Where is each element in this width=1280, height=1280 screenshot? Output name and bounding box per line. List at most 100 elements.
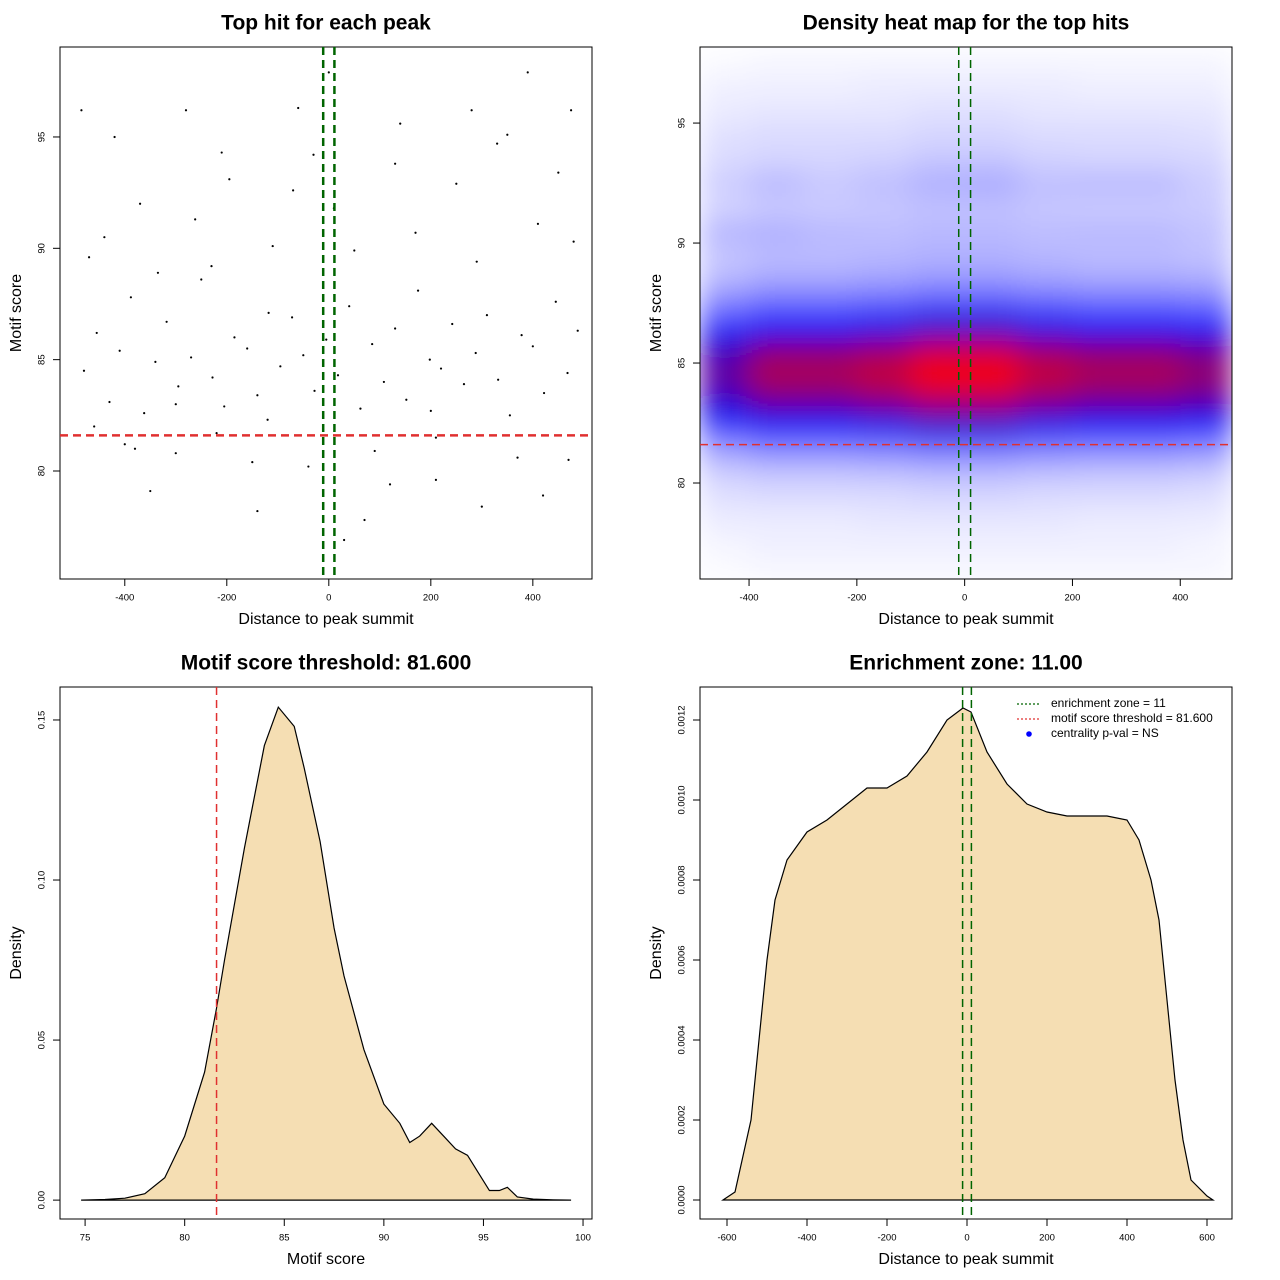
heat-cell: [964, 75, 1020, 100]
point: [388, 483, 392, 486]
point: [348, 305, 351, 308]
point: [220, 151, 223, 154]
heat-cell: [856, 411, 912, 436]
point: [103, 236, 106, 239]
point: [416, 289, 420, 292]
heat-cell: [700, 99, 750, 124]
point: [82, 369, 86, 372]
heat-cell: [1018, 195, 1073, 220]
legend-label: motif score threshold = 81.600: [1051, 711, 1213, 725]
heat-cell: [749, 555, 804, 579]
heat-cell: [749, 339, 804, 364]
point: [429, 409, 432, 412]
heat-cell: [1018, 123, 1073, 148]
heat-cell: [856, 363, 912, 388]
heat-cell: [802, 75, 858, 100]
heat-cell: [910, 363, 966, 388]
heat-cell: [856, 195, 912, 220]
heat-cell: [802, 339, 858, 364]
y-tick-label: 0.15: [37, 711, 48, 730]
heat-cell: [910, 387, 966, 412]
heat-cell: [856, 219, 912, 244]
point: [531, 345, 534, 348]
heat-cell: [802, 147, 858, 172]
heat-cell: [1072, 411, 1127, 436]
heat-cell: [1072, 99, 1127, 124]
point: [313, 389, 316, 392]
heat-cell: [700, 291, 750, 316]
heat-cell: [1072, 507, 1127, 532]
heat-cell: [910, 171, 966, 196]
heat-cell: [1180, 195, 1232, 220]
point: [325, 338, 328, 341]
heat-cell: [964, 267, 1020, 292]
chart-title: Density heat map for the top hits: [803, 12, 1130, 35]
heat-cell: [1072, 51, 1127, 76]
y-axis-label: Density: [648, 926, 665, 979]
point: [292, 189, 295, 192]
legend-marker: [1026, 731, 1032, 737]
chart-title: Enrichment zone: 11.00: [849, 652, 1082, 675]
heat-cell: [700, 339, 750, 364]
heat-cell: [700, 75, 750, 100]
x-tick-label: -400: [740, 593, 759, 604]
heat-cell: [802, 219, 858, 244]
heat-cell: [856, 435, 912, 460]
point: [174, 452, 177, 455]
heat-cell: [749, 507, 804, 532]
heat-cell: [910, 483, 966, 508]
point: [256, 394, 259, 397]
heat-cell: [1072, 219, 1127, 244]
heat-cell: [1180, 363, 1232, 388]
heat-cell: [964, 339, 1020, 364]
heat-cell: [1018, 315, 1073, 340]
heat-cell: [1126, 123, 1181, 148]
point: [439, 367, 443, 370]
point: [496, 142, 499, 145]
heat-cell: [1072, 315, 1127, 340]
heat-cell: [964, 363, 1020, 388]
point: [327, 71, 330, 74]
y-tick-label: 0.0006: [677, 945, 688, 974]
heat-cell: [1072, 483, 1127, 508]
heat-cell: [1018, 531, 1073, 556]
x-tick-label: 600: [1199, 1233, 1215, 1244]
point: [200, 278, 203, 281]
heat-cell: [856, 291, 912, 316]
point: [211, 376, 214, 379]
heat-cell: [856, 243, 912, 268]
heat-cell: [700, 363, 750, 388]
heat-cell: [749, 195, 804, 220]
heat-cell: [700, 315, 750, 340]
heat-cell: [964, 531, 1020, 556]
x-tick-label: 85: [279, 1233, 290, 1244]
point: [129, 296, 132, 299]
heat-cell: [964, 51, 1020, 76]
heat-cell: [964, 243, 1020, 268]
heat-cell: [964, 171, 1020, 196]
heat-cell: [1180, 387, 1232, 412]
heat-cell: [700, 531, 750, 556]
heat-cell: [1018, 75, 1073, 100]
x-axis-label: Distance to peak summit: [878, 1251, 1054, 1268]
heat-cell: [1180, 435, 1232, 460]
heat-cell: [910, 315, 966, 340]
point: [371, 342, 374, 346]
heat-cell: [749, 243, 804, 268]
heat-cell: [1126, 99, 1181, 124]
point: [271, 244, 274, 248]
chart-title: Top hit for each peak: [221, 12, 431, 35]
heat-cell: [856, 123, 912, 148]
heat-cell: [802, 435, 858, 460]
point: [177, 385, 180, 388]
legend-label: enrichment zone = 11: [1051, 696, 1166, 710]
point: [516, 456, 519, 459]
y-tick-label: 90: [677, 238, 688, 249]
point: [189, 356, 193, 359]
heat-cell: [1180, 291, 1232, 316]
point: [123, 443, 126, 446]
point: [279, 365, 282, 368]
heat-cell: [910, 75, 966, 100]
heat-cell: [700, 123, 750, 148]
